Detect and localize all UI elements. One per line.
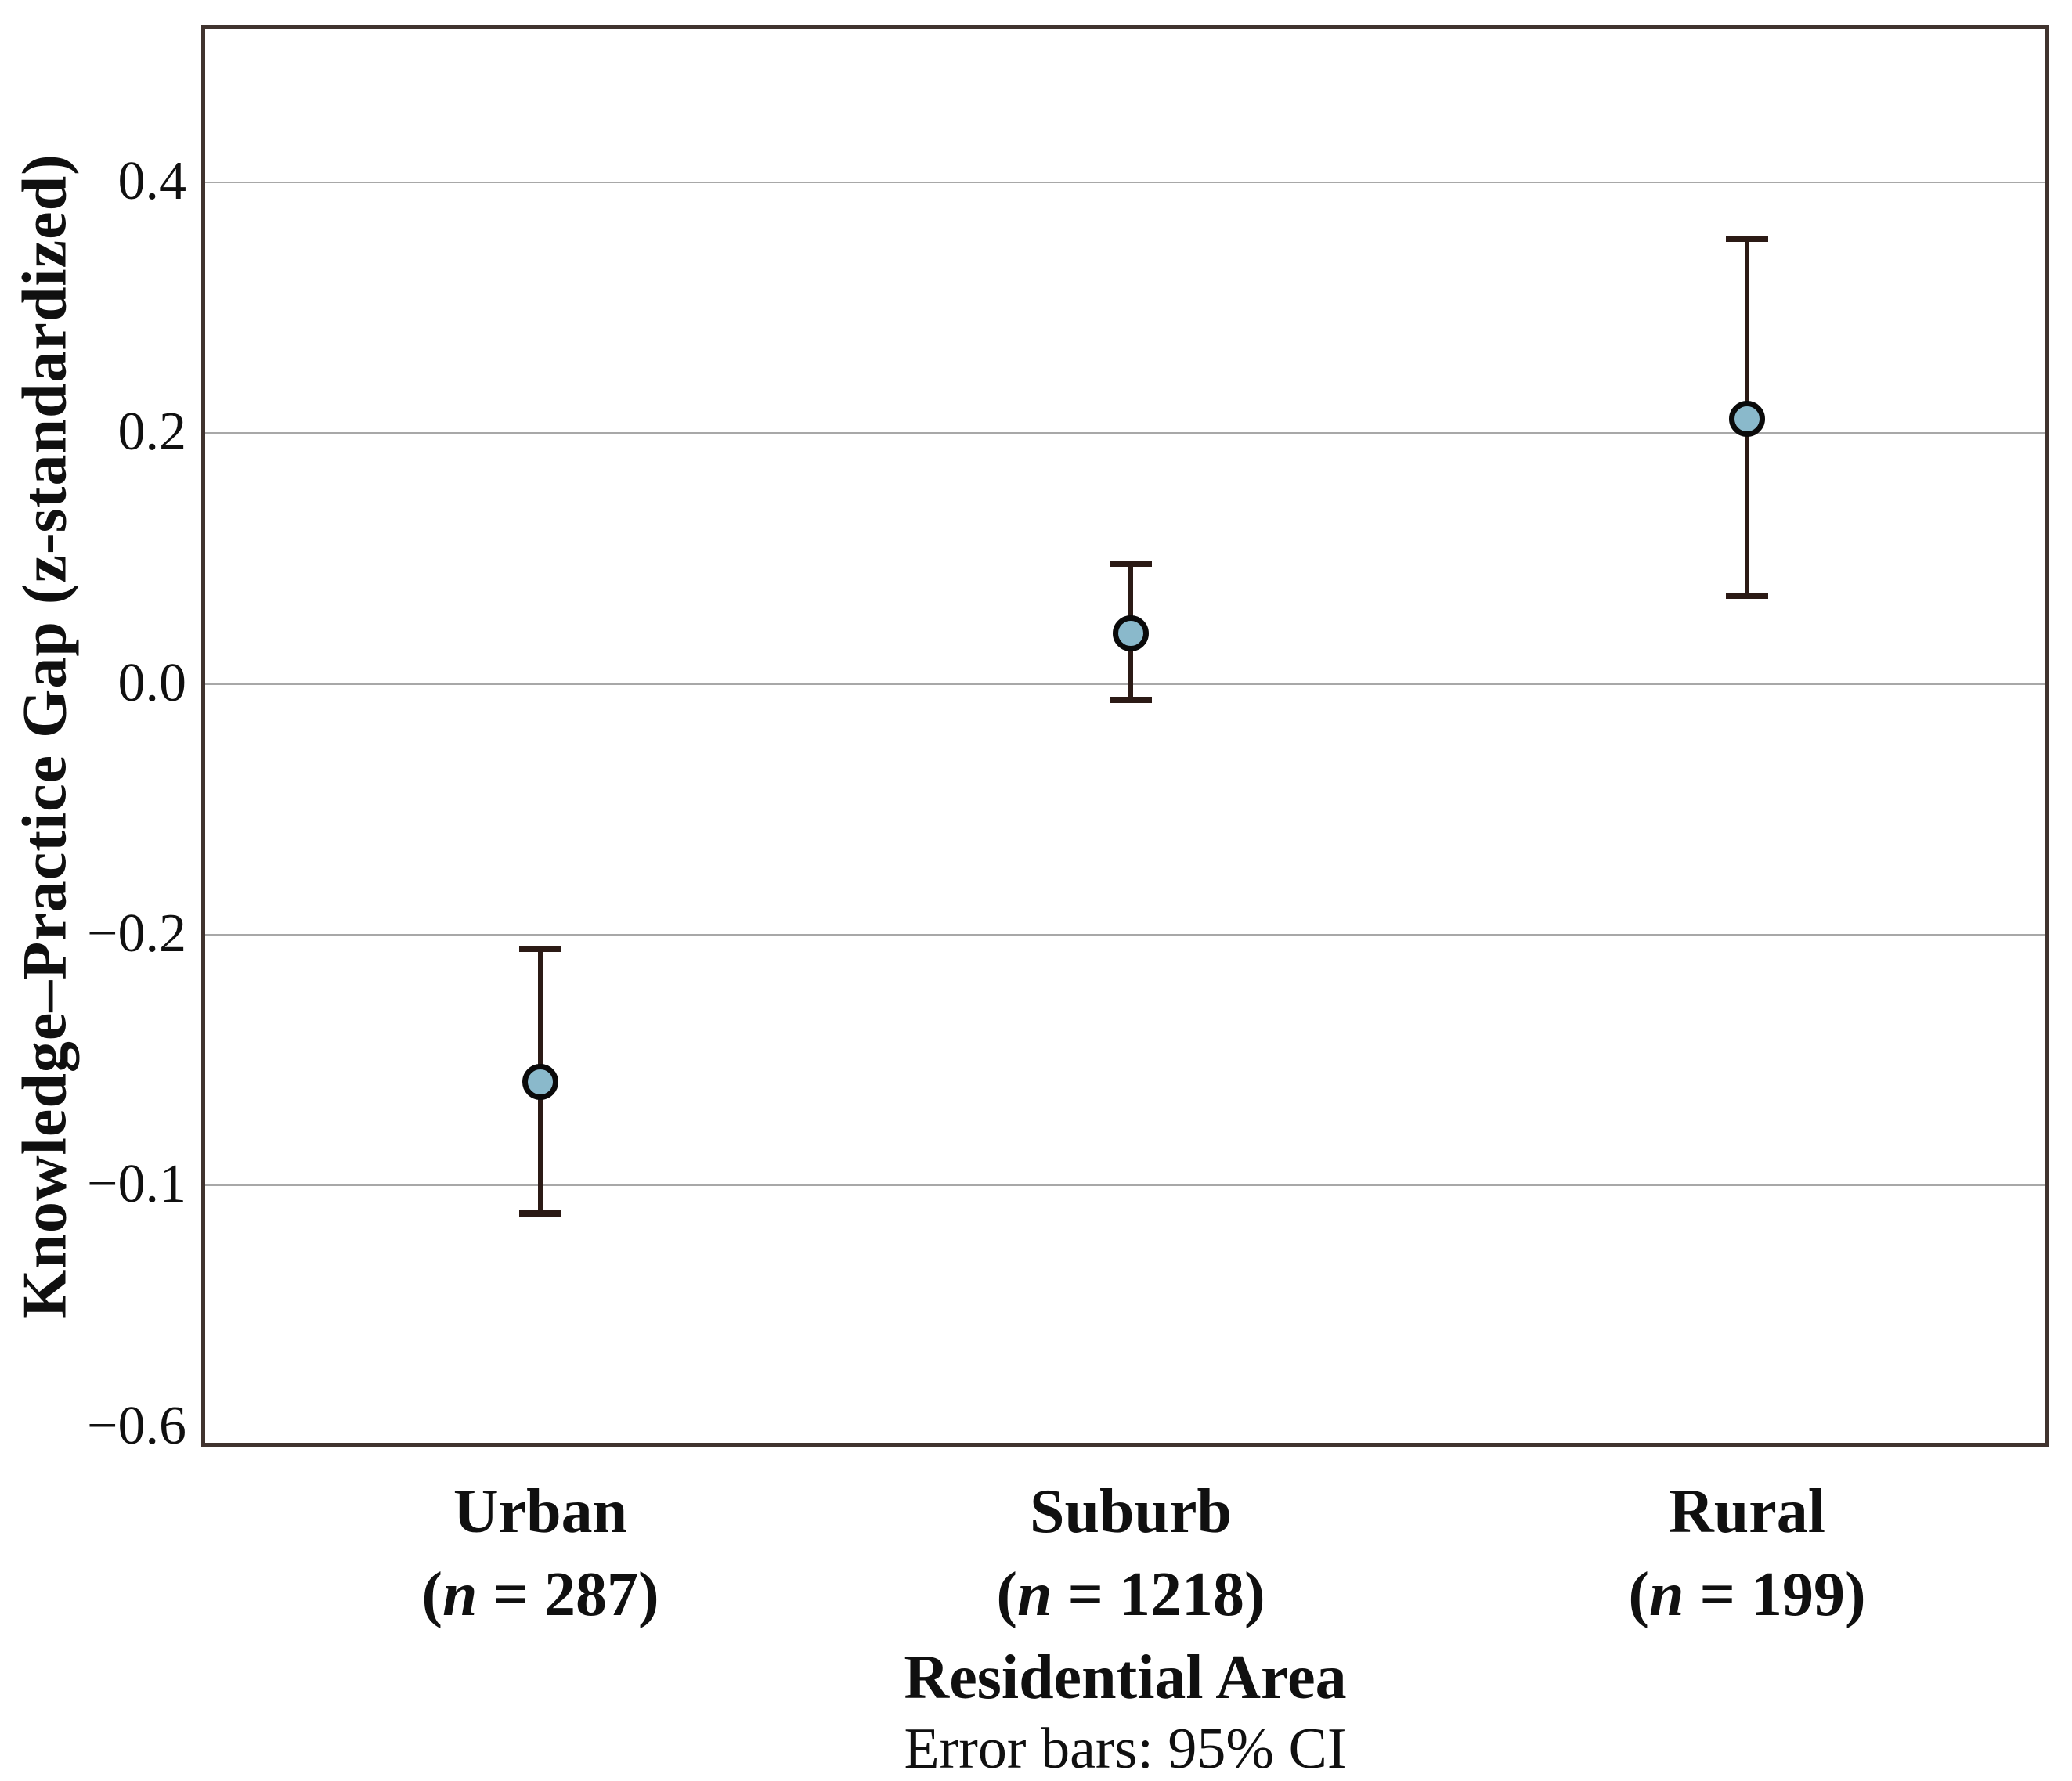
category-sample-size: (n = 287)	[421, 1560, 659, 1629]
y-tick-label: 0.0	[117, 653, 187, 713]
y-axis-title: Knowledge–Practice Gap (z-standardized)	[10, 153, 80, 1318]
error-bar-footnote: Error bars: 95% CI	[904, 1717, 1347, 1781]
data-point-suburb	[1113, 615, 1149, 651]
y-tick-label: −0.2	[87, 903, 186, 964]
gridline	[205, 683, 2045, 685]
y-tick-label: 0.4	[117, 151, 187, 211]
x-category-label-rural: Rural (n = 199)	[1395, 1470, 2072, 1636]
x-category-label-suburb: Suburb (n = 1218)	[778, 1470, 1483, 1636]
x-axis-title: Residential Area	[904, 1643, 1347, 1712]
gridline	[205, 432, 2045, 434]
error-bar-cap-top-suburb	[1110, 561, 1152, 568]
y-tick-label: −0.6	[87, 1396, 186, 1456]
category-sample-size: (n = 1218)	[996, 1560, 1265, 1629]
error-bar-cap-bottom-rural	[1726, 593, 1768, 600]
error-bar-cap-bottom-urban	[519, 1210, 561, 1217]
error-bar-cap-top-urban	[519, 946, 561, 953]
gridline	[205, 182, 2045, 183]
data-point-rural	[1729, 400, 1765, 437]
y-tick-label: 0.2	[117, 402, 187, 462]
gridline	[205, 934, 2045, 936]
category-sample-size: (n = 199)	[1628, 1560, 1866, 1629]
error-bar-cap-top-rural	[1726, 236, 1768, 243]
gridline	[205, 1184, 2045, 1186]
data-point-urban	[522, 1064, 558, 1101]
category-name: Urban	[453, 1477, 628, 1546]
error-bar-cap-bottom-suburb	[1110, 697, 1152, 704]
y-tick-label: −0.1	[87, 1154, 186, 1214]
category-name: Suburb	[1030, 1477, 1232, 1546]
plot-area	[201, 25, 2049, 1447]
category-name: Rural	[1669, 1477, 1825, 1546]
x-category-label-urban: Urban (n = 287)	[188, 1470, 893, 1636]
